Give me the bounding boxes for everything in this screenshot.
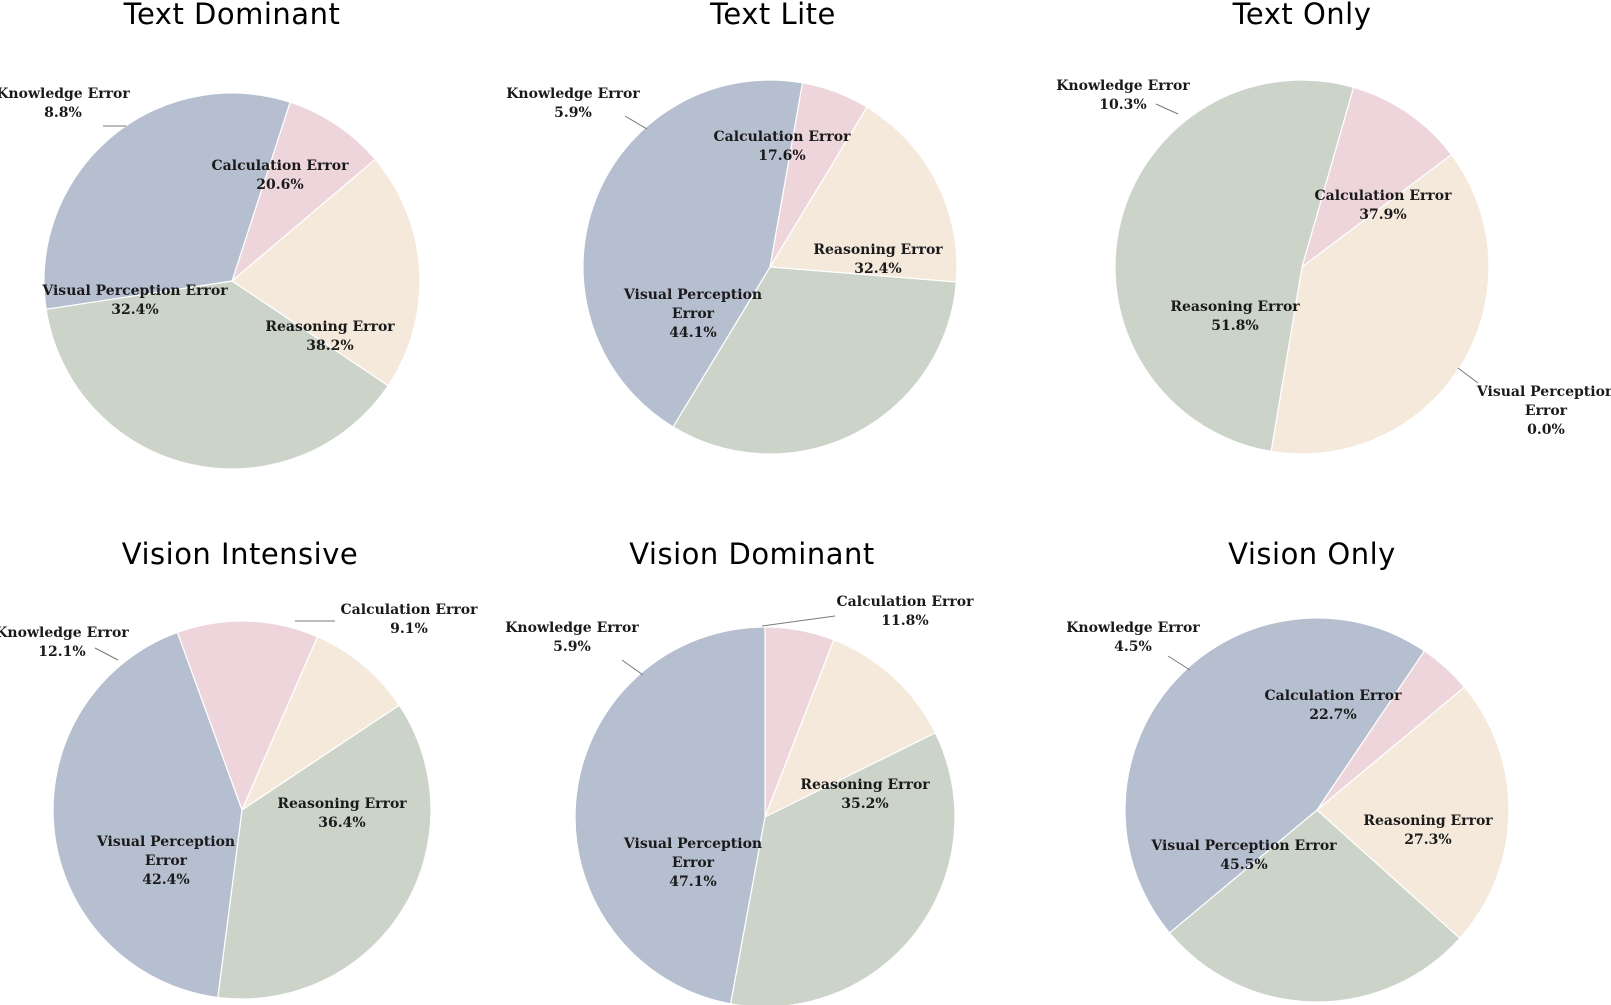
- chart-title: Vision Only: [1228, 537, 1396, 571]
- slice-label-reasoning-error: Reasoning Error 36.4%: [277, 796, 407, 831]
- pie-slice-visual-perception-error: [582, 79, 804, 428]
- chart-title: Vision Intensive: [122, 537, 358, 571]
- pie-slices: [574, 626, 956, 1005]
- slice-label-knowledge-error: Knowledge Error 12.1%: [0, 625, 129, 660]
- slice-label-visual-perception-error: Visual Perception Error 45.5%: [1150, 838, 1337, 873]
- pie-panel-vision-intensive: Vision Intensive Knowledge Error 12.1% Cal…: [0, 537, 478, 1000]
- label-leader-lines: [624, 115, 648, 130]
- pie-slice-knowledge-error: [230, 101, 377, 283]
- pie-panel-text-dominant: Text Dominant Knowledge Error 8.8% Calcula…: [0, 0, 421, 470]
- slice-label-calculation-error: Calculation Error 17.6%: [714, 129, 852, 164]
- slice-label-visual-perception-error: Visual Perception Error 44.1%: [623, 287, 762, 341]
- slice-label-knowledge-error: Knowledge Error 4.5%: [1066, 620, 1200, 655]
- pie-slice-calculation-error: [1316, 686, 1510, 940]
- slice-label-reasoning-error: Reasoning Error 38.2%: [265, 319, 395, 354]
- slice-label-reasoning-error: Reasoning Error 51.8%: [1170, 299, 1300, 334]
- chart-title: Text Dominant: [123, 0, 341, 31]
- slice-label-calculation-error: Calculation Error 22.7%: [1265, 688, 1403, 723]
- pie-slice-reasoning-error: [1114, 79, 1355, 453]
- slice-label-knowledge-error: Knowledge Error 10.3%: [1056, 78, 1190, 113]
- pie-slice-calculation-error: [768, 106, 958, 283]
- pie-slice-reasoning-error: [45, 280, 389, 470]
- label-leader-lines: [1155, 103, 1479, 384]
- pie-slice-visual-perception-error: [574, 626, 766, 1005]
- chart-title: Text Only: [1232, 0, 1372, 31]
- pie-slice-reasoning-error: [729, 732, 956, 1005]
- slice-label-reasoning-error: Reasoning Error 35.2%: [800, 777, 930, 812]
- pie-slice-calculation-error: [240, 635, 401, 812]
- slice-label-calculation-error: Calculation Error 9.1%: [341, 602, 479, 637]
- pie-slice-visual-perception-error: [43, 92, 291, 310]
- chart-title: Text Lite: [709, 0, 836, 31]
- pie-slices: [582, 79, 958, 455]
- pie-slice-visual-perception-error: [52, 631, 243, 999]
- pie-slice-calculation-error: [763, 639, 937, 819]
- pie-slice-reasoning-error: [672, 266, 958, 455]
- label-leader-lines: [621, 615, 836, 676]
- label-leader-lines: [1167, 655, 1191, 671]
- pie-panel-text-lite: Text Lite Knowledge Error 5.9% Calculation…: [506, 0, 958, 455]
- pie-slices: [1114, 79, 1490, 455]
- pie-slices: [52, 620, 432, 1000]
- slice-label-knowledge-error: Knowledge Error 8.8%: [0, 86, 130, 121]
- pie-panel-vision-only: Vision Only Knowledge Error 4.5% Calculati…: [1066, 537, 1510, 1003]
- slice-labels: Knowledge Error 5.9% Calculation Error 11.8…: [505, 594, 974, 890]
- pie-slice-visual-perception-error: [1124, 617, 1426, 934]
- slice-label-reasoning-error: Reasoning Error 27.3%: [1363, 813, 1493, 848]
- slice-label-calculation-error: Calculation Error 11.8%: [837, 594, 975, 629]
- slice-label-calculation-error: Calculation Error 20.6%: [212, 158, 350, 193]
- pie-panel-vision-dominant: Vision Dominant Knowledge Error 5.9% Calcu…: [505, 537, 974, 1005]
- pie-slice-knowledge-error: [176, 620, 319, 812]
- pie-slices: [43, 92, 421, 470]
- label-leader-lines: [94, 620, 335, 661]
- slice-labels: Knowledge Error 12.1% Calculation Error 9.1…: [0, 602, 478, 888]
- pie-slice-calculation-error: [231, 158, 421, 387]
- slice-label-visual-perception-error: Visual Perception Error 32.4%: [41, 283, 228, 318]
- slice-labels: Knowledge Error 10.3% Calculation Error 37.…: [1056, 78, 1611, 438]
- slice-labels: Knowledge Error 5.9% Calculation Error 17.6…: [506, 86, 943, 341]
- pie-slice-reasoning-error: [1168, 809, 1461, 1003]
- pie-slice-knowledge-error: [1300, 86, 1453, 269]
- pie-panel-text-only: Text Only Knowledge Error 10.3% Calculatio…: [1056, 0, 1611, 455]
- slice-label-reasoning-error: Reasoning Error 32.4%: [813, 242, 943, 277]
- slice-label-visual-perception-error: Visual Perception Error 42.4%: [96, 834, 235, 888]
- slice-label-knowledge-error: Knowledge Error 5.9%: [506, 86, 640, 121]
- slice-labels: Knowledge Error 8.8% Calculation Error 20.6…: [0, 86, 395, 354]
- pie-slice-reasoning-error: [217, 704, 432, 1000]
- slice-label-visual-perception-error: Visual Perception Error 0.0%: [1476, 384, 1611, 438]
- pie-slices: [1124, 617, 1510, 1003]
- chart-title: Vision Dominant: [629, 537, 875, 571]
- slice-label-calculation-error: Calculation Error 37.9%: [1315, 188, 1453, 223]
- slice-label-visual-perception-error: Visual Perception Error 47.1%: [623, 836, 762, 890]
- pie-slice-calculation-error: [1270, 153, 1490, 455]
- slice-label-knowledge-error: Knowledge Error 5.9%: [505, 620, 639, 655]
- slice-labels: Knowledge Error 4.5% Calculation Error 22.7…: [1066, 620, 1493, 873]
